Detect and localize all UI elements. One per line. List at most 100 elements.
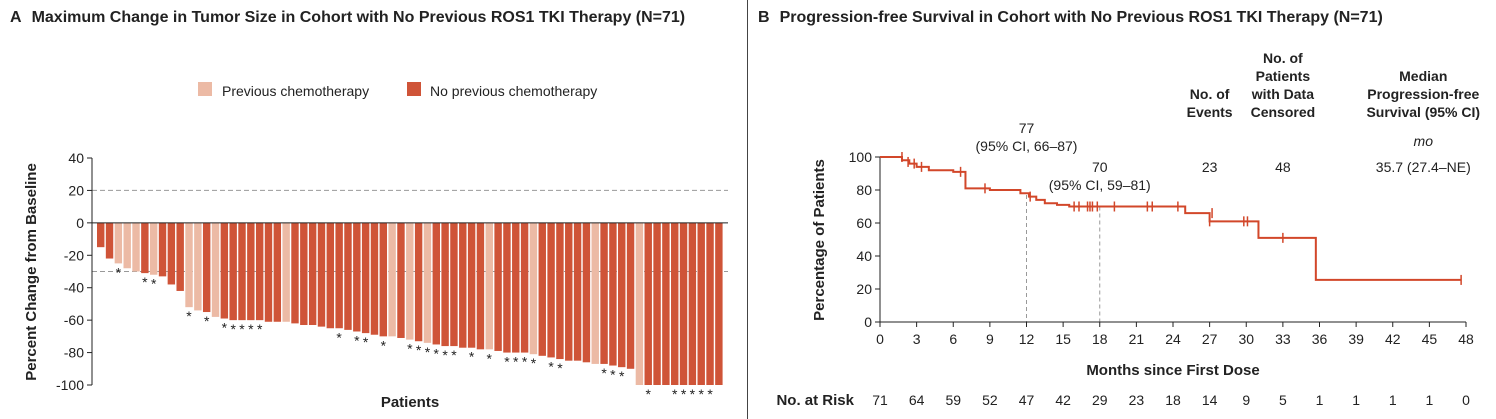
waterfall-bar	[158, 222, 167, 277]
at-risk-value: 5	[1279, 392, 1287, 408]
bar-marker: *	[354, 332, 360, 348]
x-tick-label-b: 42	[1385, 331, 1401, 347]
waterfall-bar	[697, 222, 705, 385]
waterfall-bar	[512, 222, 520, 353]
waterfall-chart: Previous chemotherapy No previous chemoth…	[23, 82, 728, 411]
waterfall-bar	[317, 222, 326, 327]
waterfall-bar	[149, 222, 158, 275]
x-tick-label-b: 12	[1019, 331, 1035, 347]
waterfall-bar	[423, 222, 432, 343]
at-risk-value: 1	[1316, 392, 1324, 408]
waterfall-bar	[97, 222, 105, 248]
censored-header: No. of	[1263, 50, 1303, 66]
waterfall-bar	[485, 222, 493, 350]
x-tick-label-b: 3	[913, 331, 921, 347]
waterfall-bar	[432, 222, 440, 345]
y-tick-label-a: -80	[64, 345, 84, 361]
bar-marker: *	[434, 345, 440, 361]
y-tick-label-a: -100	[56, 377, 84, 393]
waterfall-bar	[308, 222, 317, 326]
bar-marker: *	[601, 365, 607, 381]
waterfall-bar	[494, 222, 502, 351]
bar-marker: *	[204, 313, 210, 329]
waterfall-bar	[503, 222, 511, 353]
waterfall-bar	[238, 222, 246, 321]
panel-a-title-text: Maximum Change in Tumor Size in Cohort w…	[31, 9, 686, 26]
y-tick-label-a: -60	[64, 312, 84, 328]
waterfall-bar	[609, 222, 617, 366]
km-chart: No. of Events No. of Patients with Data Censo…	[776, 50, 1480, 409]
km-annotation: (95% CI, 59–81)	[1049, 177, 1151, 193]
bar-marker: *	[707, 386, 713, 402]
bar-marker: *	[646, 386, 652, 402]
at-risk-value: 14	[1202, 392, 1218, 408]
x-axis-label-b: Months since First Dose	[1086, 362, 1259, 379]
x-tick-label-b: 9	[986, 331, 994, 347]
waterfall-bar	[264, 222, 273, 322]
waterfall-bar	[220, 222, 229, 319]
median-unit: mo	[1414, 133, 1434, 149]
bar-marker: *	[381, 337, 387, 353]
bar-marker: *	[425, 344, 431, 360]
median-header: Survival (95% CI)	[1366, 104, 1480, 120]
at-risk-value: 1	[1352, 392, 1360, 408]
at-risk-value: 42	[1055, 392, 1071, 408]
waterfall-bar	[300, 222, 308, 326]
at-risk-value: 52	[982, 392, 998, 408]
events-header: No. of	[1190, 86, 1230, 102]
waterfall-bar	[688, 222, 697, 385]
median-value: 35.7 (27.4–NE)	[1376, 159, 1471, 175]
waterfall-bar	[406, 222, 414, 340]
panel-a-tumor-change: A Maximum Change in Tumor Size in Cohort …	[10, 9, 728, 411]
waterfall-bar	[247, 222, 255, 321]
waterfall-bar	[459, 222, 467, 348]
waterfall-bar	[370, 222, 379, 335]
events-value: 23	[1202, 159, 1218, 175]
bar-marker: *	[442, 347, 448, 363]
panel-divider	[747, 0, 748, 419]
legend-swatch-no-previous	[407, 82, 421, 96]
waterfall-bar	[644, 222, 652, 385]
waterfall-bar	[273, 222, 282, 322]
waterfall-bar	[141, 222, 149, 274]
censored-header: Censored	[1251, 104, 1316, 120]
waterfall-bar	[202, 222, 211, 313]
censor-marks	[901, 152, 1462, 285]
at-risk-value: 18	[1165, 392, 1181, 408]
bar-marker: *	[116, 264, 122, 280]
bar-marker: *	[257, 321, 263, 337]
bar-marker: *	[407, 341, 413, 357]
x-tick-label-b: 15	[1055, 331, 1071, 347]
waterfall-bar	[291, 222, 299, 324]
waterfall-bar	[618, 222, 626, 368]
bar-marker: *	[222, 320, 228, 336]
bar-marker: *	[248, 321, 254, 337]
waterfall-bar	[353, 222, 361, 332]
y-tick-label-b: 80	[856, 182, 872, 198]
legend-label-no-previous: No previous chemotherapy	[430, 83, 597, 99]
panel-b-letter: B	[758, 9, 770, 26]
waterfall-bar	[185, 222, 193, 308]
bar-marker: *	[681, 386, 687, 402]
waterfall-bar	[600, 222, 608, 364]
y-axis-label-a: Percent Change from Baseline	[23, 163, 40, 381]
waterfall-bar	[132, 222, 140, 272]
x-tick-label-b: 33	[1275, 331, 1291, 347]
at-risk-value: 29	[1092, 392, 1108, 408]
bar-marker: *	[610, 367, 616, 383]
waterfall-bar	[467, 222, 476, 348]
km-annotation: 77	[1019, 120, 1035, 136]
x-tick-label-b: 6	[949, 331, 957, 347]
x-tick-label-b: 30	[1238, 331, 1254, 347]
waterfall-bar	[441, 222, 449, 347]
bar-marker: *	[230, 321, 236, 337]
waterfall-bar	[326, 222, 335, 329]
waterfall-bar	[344, 222, 352, 330]
waterfall-bar	[679, 222, 688, 385]
y-tick-label-a: -40	[64, 280, 84, 296]
waterfall-bar	[361, 222, 370, 334]
events-header: Events	[1187, 104, 1233, 120]
at-risk-value: 64	[909, 392, 925, 408]
km-annotation: (95% CI, 66–87)	[976, 138, 1078, 154]
waterfall-bar	[565, 222, 573, 361]
